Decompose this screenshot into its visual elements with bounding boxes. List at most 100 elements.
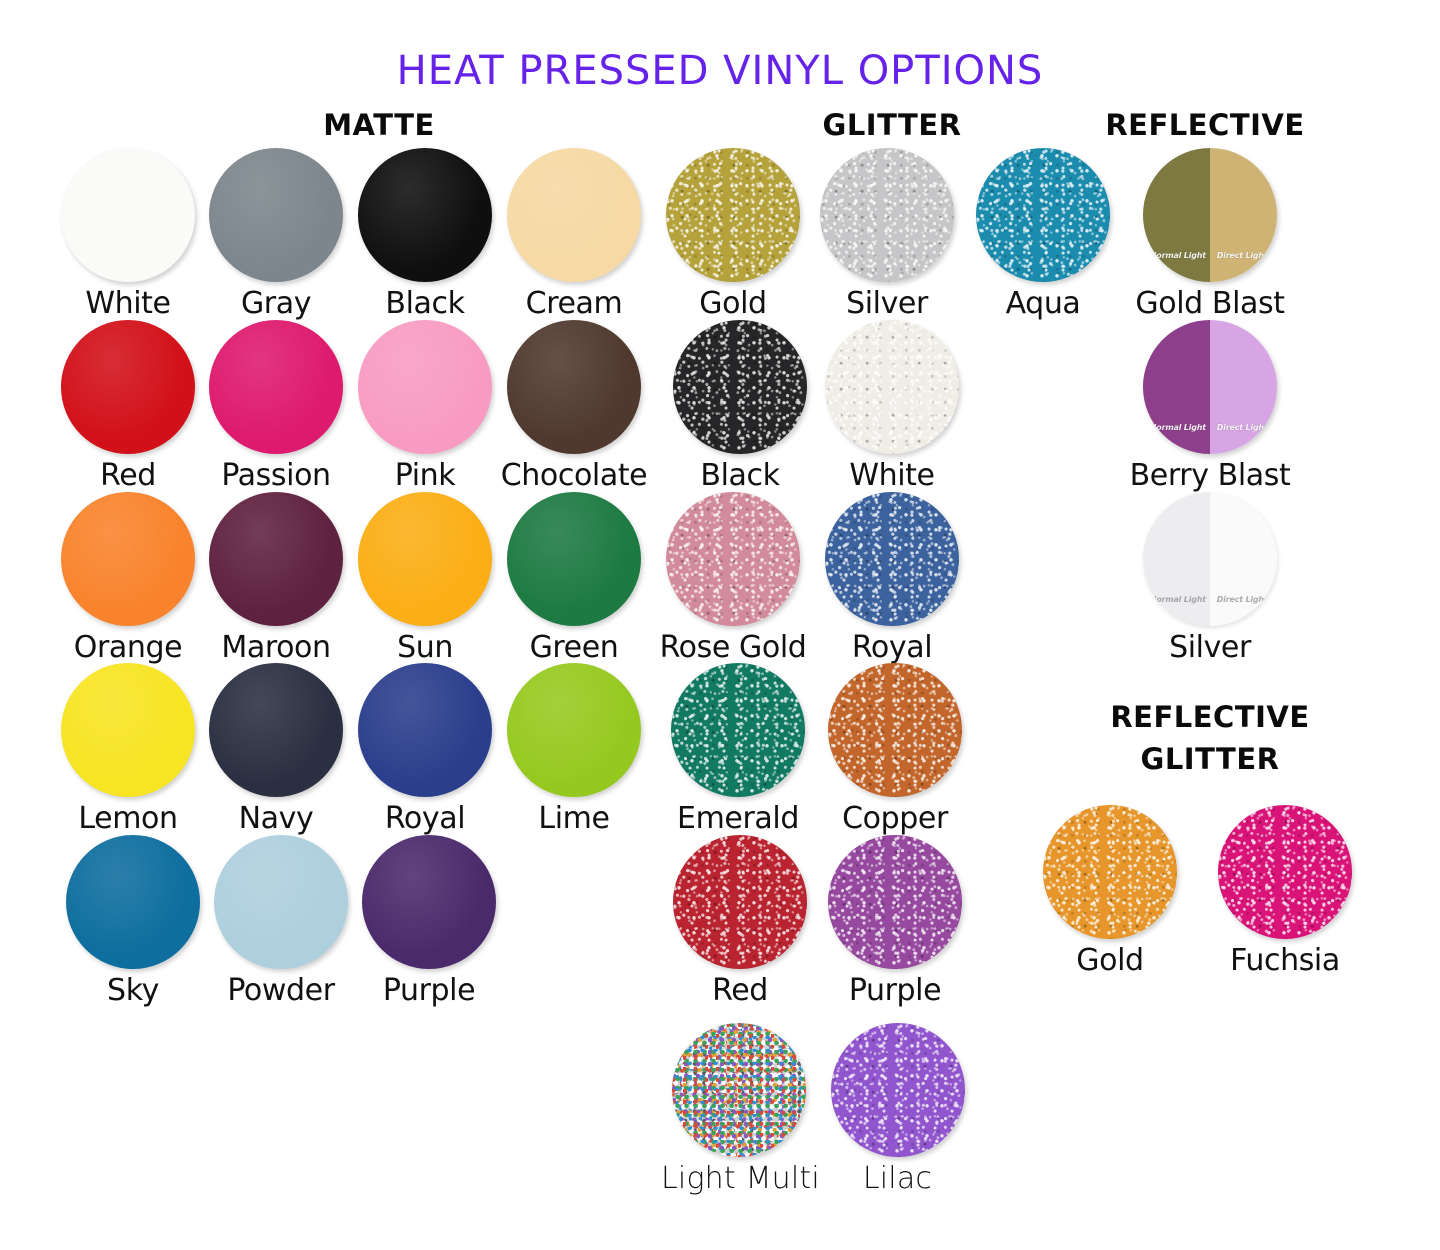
- swatch-matte-lemon[interactable]: Lemon: [48, 663, 208, 836]
- swatch-disc: [820, 148, 954, 282]
- swatch-disc: [214, 835, 348, 969]
- swatch-label: Lime: [538, 801, 610, 836]
- swatch-glitter-emerald[interactable]: Emerald: [658, 663, 818, 836]
- swatch-disc: [976, 148, 1110, 282]
- swatch-disc: [830, 1023, 965, 1157]
- swatch-matte-powder[interactable]: Powder: [201, 835, 361, 1008]
- swatch-disc: [666, 492, 800, 626]
- swatch-glitter-red[interactable]: Red: [660, 835, 820, 1008]
- swatch-reflective-glitter-fuchsia[interactable]: Fuchsia: [1205, 805, 1365, 978]
- swatch-glitter-white[interactable]: White: [812, 320, 972, 493]
- swatch-matte-red[interactable]: Red: [48, 320, 208, 493]
- section-header-reflective: REFLECTIVE: [1105, 108, 1305, 142]
- swatch-label: Maroon: [221, 630, 331, 665]
- swatch-matte-black[interactable]: Black: [345, 148, 505, 321]
- swatch-disc: [507, 320, 641, 454]
- swatch-label: Gold Blast: [1135, 286, 1285, 321]
- swatch-matte-passion[interactable]: Passion: [196, 320, 356, 493]
- swatch-reflective-gold-blast[interactable]: Normal Light Direct Light Gold Blast: [1125, 148, 1295, 321]
- swatch-disc: [209, 663, 343, 797]
- swatch-label: Purple: [382, 973, 476, 1008]
- swatch-disc: [209, 320, 343, 454]
- swatch-disc: [673, 835, 807, 969]
- swatch-reflective-silver[interactable]: Normal Light Direct Light Silver: [1125, 492, 1295, 665]
- swatch-label: Royal: [851, 630, 933, 665]
- swatch-glitter-black[interactable]: Black: [660, 320, 820, 493]
- swatch-matte-pink[interactable]: Pink: [345, 320, 505, 493]
- swatch-reflective-glitter-gold[interactable]: Gold: [1030, 805, 1190, 978]
- direct-light-tag: Direct Light: [1216, 423, 1268, 432]
- swatch-matte-purple[interactable]: Purple: [349, 835, 509, 1008]
- swatch-label: White: [849, 458, 935, 493]
- swatch-disc: [358, 663, 492, 797]
- swatch-matte-cream[interactable]: Cream: [494, 148, 654, 321]
- swatch-label: Navy: [238, 801, 314, 836]
- swatch-disc: [61, 320, 195, 454]
- swatch-disc: [825, 320, 959, 454]
- page-title: HEAT PRESSED VINYL OPTIONS: [396, 48, 1044, 94]
- swatch-matte-sky[interactable]: Sky: [53, 835, 213, 1008]
- swatch-label: Sun: [397, 630, 453, 665]
- swatch-label: Sky: [107, 973, 159, 1008]
- swatch-glitter-purple[interactable]: Purple: [815, 835, 975, 1008]
- swatch-half-normal-light: [1143, 320, 1210, 454]
- swatch-reflective-berry-blast[interactable]: Normal Light Direct Light Berry Blast: [1125, 320, 1295, 493]
- swatch-label: Purple: [848, 973, 942, 1008]
- swatch-matte-sun[interactable]: Sun: [345, 492, 505, 665]
- swatch-disc: [507, 148, 641, 282]
- swatch-matte-chocolate[interactable]: Chocolate: [494, 320, 654, 493]
- section-header-matte: MATTE: [323, 108, 435, 142]
- swatch-label: Aqua: [1005, 286, 1081, 321]
- swatch-matte-lime[interactable]: Lime: [494, 663, 654, 836]
- swatch-glitter-royal[interactable]: Royal: [812, 492, 972, 665]
- swatch-label: Red: [100, 458, 156, 493]
- swatch-label: Cream: [525, 286, 623, 321]
- normal-light-tag: Normal Light: [1149, 595, 1206, 604]
- swatch-label: Black: [700, 458, 780, 493]
- swatch-glitter-gold[interactable]: Gold: [653, 148, 813, 321]
- swatch-label: Passion: [221, 458, 331, 493]
- swatch-disc: [507, 492, 641, 626]
- swatch-disc: [209, 492, 343, 626]
- swatch-label: Fuchsia: [1230, 943, 1340, 978]
- swatch-disc: [825, 492, 959, 626]
- swatch-disc: [209, 148, 343, 282]
- swatch-disc: [828, 835, 962, 969]
- swatch-disc: [358, 148, 492, 282]
- swatch-label: Pink: [394, 458, 456, 493]
- swatch-matte-orange[interactable]: Orange: [48, 492, 208, 665]
- swatch-label: Gold: [699, 286, 767, 321]
- swatch-label: Lemon: [78, 801, 178, 836]
- swatch-half-normal-light: [1143, 492, 1210, 626]
- swatch-glitter-copper[interactable]: Copper: [815, 663, 975, 836]
- swatch-matte-white[interactable]: White: [48, 148, 208, 321]
- swatch-disc: [61, 492, 195, 626]
- swatch-disc: [671, 663, 805, 797]
- swatch-glitter-lilac[interactable]: Lilac: [820, 1023, 975, 1196]
- swatch-label: Emerald: [677, 801, 799, 836]
- swatch-disc: [507, 663, 641, 797]
- swatch-glitter-light-multi[interactable]: Light Multi: [661, 1023, 820, 1196]
- section-header-glitter: GLITTER: [822, 108, 962, 142]
- swatch-disc: [362, 835, 496, 969]
- swatch-matte-navy[interactable]: Navy: [196, 663, 356, 836]
- section-header-reflective-glitter-line2: GLITTER: [1140, 742, 1280, 776]
- swatch-label: Red: [712, 973, 768, 1008]
- swatch-matte-royal[interactable]: Royal: [345, 663, 505, 836]
- section-header-reflective-glitter-line1: REFLECTIVE: [1110, 700, 1310, 734]
- swatch-matte-gray[interactable]: Gray: [196, 148, 356, 321]
- direct-light-tag: Direct Light: [1216, 251, 1268, 260]
- swatch-reflective-aqua[interactable]: Aqua: [963, 148, 1123, 321]
- swatch-disc: [828, 663, 962, 797]
- swatch-label: Royal: [384, 801, 466, 836]
- swatch-half-direct-light: [1210, 148, 1277, 282]
- swatch-matte-maroon[interactable]: Maroon: [196, 492, 356, 665]
- swatch-label: Light Multi: [661, 1161, 820, 1196]
- swatch-label: Copper: [842, 801, 948, 836]
- swatch-disc: [1218, 805, 1352, 939]
- swatch-glitter-silver[interactable]: Silver: [807, 148, 967, 321]
- swatch-glitter-rose-gold[interactable]: Rose Gold: [653, 492, 813, 665]
- swatch-disc: [61, 663, 195, 797]
- swatch-matte-green[interactable]: Green: [494, 492, 654, 665]
